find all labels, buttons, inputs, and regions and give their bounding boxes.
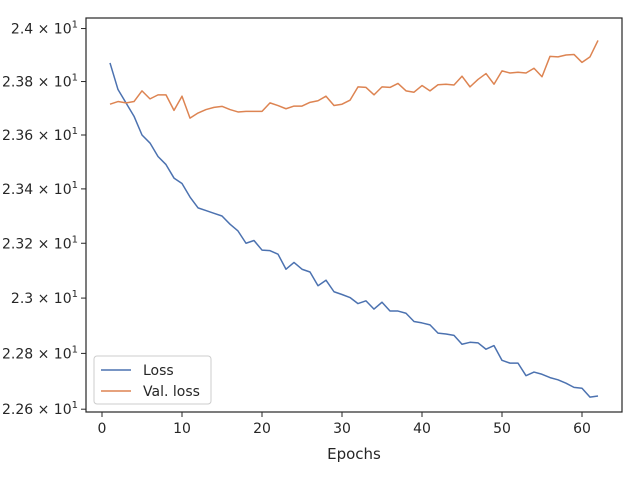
y-tick-label: 2.26 × 101 (2, 400, 78, 418)
y-tick-label: 2.32 × 101 (2, 234, 78, 252)
x-tick-label: 0 (98, 421, 107, 437)
y-tick-label: 2.4 × 101 (11, 20, 78, 38)
y-tick-label: 2.36 × 101 (2, 126, 78, 144)
x-tick-label: 60 (573, 421, 591, 437)
y-tick-label: 2.34 × 101 (2, 180, 78, 198)
y-tick-label: 2.28 × 101 (2, 344, 78, 362)
x-axis-label: Epochs (327, 445, 381, 463)
y-tick-label: 2.38 × 101 (2, 73, 78, 91)
legend: Loss Val. loss (93, 355, 212, 405)
x-tick-label: 50 (493, 421, 511, 437)
x-tick-label: 10 (173, 421, 191, 437)
x-axis-ticks: 0 10 20 30 40 50 60 (98, 412, 591, 437)
legend-label-loss: Loss (143, 363, 174, 379)
series-line-val-loss (109, 40, 599, 119)
series-line-loss (109, 62, 599, 398)
plot-area (85, 17, 623, 413)
x-tick-label: 40 (413, 421, 431, 437)
plot-frame (85, 17, 623, 413)
x-tick-label: 30 (333, 421, 351, 437)
y-axis-ticks: 2.26 × 101 2.28 × 101 2.3 × 101 2.32 × 101 2… (2, 20, 86, 418)
x-tick-label: 20 (253, 421, 271, 437)
y-tick-label: 2.3 × 101 (11, 289, 78, 307)
legend-box (93, 355, 212, 405)
series-layer (109, 40, 599, 398)
legend-label-val-loss: Val. loss (143, 384, 200, 400)
